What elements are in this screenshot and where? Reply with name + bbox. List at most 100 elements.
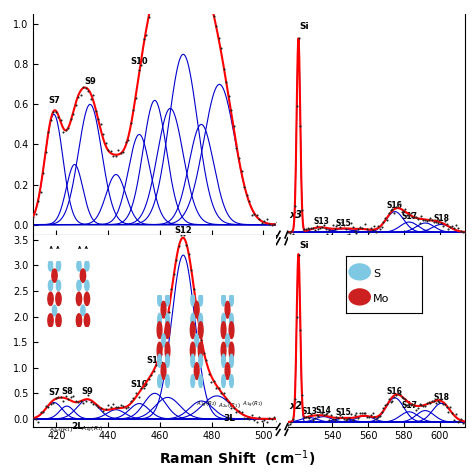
Circle shape [165,322,170,338]
Text: Mo: Mo [374,293,390,304]
Circle shape [165,342,170,359]
Circle shape [76,292,82,306]
Text: S10: S10 [130,57,148,66]
Text: x3: x3 [290,210,302,220]
Circle shape [229,375,233,388]
Text: S7: S7 [48,96,60,105]
Text: S10: S10 [130,380,148,389]
Circle shape [52,269,57,283]
Text: S11: S11 [146,356,164,365]
Text: S12: S12 [174,226,192,235]
Circle shape [194,363,199,379]
Text: S18: S18 [433,215,449,223]
Circle shape [221,322,226,338]
Circle shape [158,293,162,306]
Circle shape [222,375,226,388]
Circle shape [199,293,202,306]
Circle shape [84,314,90,327]
Circle shape [157,342,162,359]
Circle shape [198,322,203,338]
Text: S16: S16 [387,387,403,396]
Circle shape [165,354,169,367]
Circle shape [199,354,202,367]
Circle shape [53,305,56,316]
Circle shape [48,292,53,306]
Circle shape [222,354,226,367]
Circle shape [158,354,162,367]
Circle shape [158,313,162,327]
Circle shape [229,354,233,367]
Circle shape [56,260,61,271]
Text: $A_{2u}(IR_1)$: $A_{2u}(IR_1)$ [49,425,74,434]
Text: S14: S14 [316,406,331,415]
Circle shape [161,363,166,379]
Circle shape [226,334,229,347]
Circle shape [199,375,202,388]
Circle shape [165,375,169,388]
Text: S9: S9 [82,387,93,396]
Circle shape [191,313,195,327]
Text: S13: S13 [301,407,317,416]
Circle shape [225,363,230,379]
Circle shape [191,375,195,388]
Text: $A_{1g}(R_1)$: $A_{1g}(R_1)$ [242,400,264,410]
Circle shape [157,322,162,338]
Text: S15: S15 [335,219,351,228]
Circle shape [76,314,82,327]
Text: S9: S9 [84,77,96,86]
Circle shape [84,292,90,306]
Circle shape [191,293,195,306]
Text: S17: S17 [401,211,417,220]
Circle shape [48,260,53,271]
Circle shape [56,292,61,306]
Text: S: S [374,269,381,279]
Circle shape [165,313,169,327]
Circle shape [81,305,85,316]
Circle shape [349,289,370,305]
Text: 2L: 2L [71,422,83,431]
Text: S16: S16 [387,201,403,210]
Circle shape [229,293,233,306]
Text: S15: S15 [335,408,351,417]
Circle shape [199,313,202,327]
Text: S8: S8 [61,386,73,395]
Circle shape [165,293,169,306]
Circle shape [191,354,195,367]
Text: S17: S17 [401,401,417,410]
Circle shape [77,280,81,291]
Circle shape [191,342,195,359]
Circle shape [77,260,81,271]
Circle shape [195,334,199,347]
Text: $A_{1g}(R_1)$: $A_{1g}(R_1)$ [82,425,104,435]
Circle shape [198,342,203,359]
Circle shape [222,293,226,306]
Text: 3L: 3L [224,414,236,423]
Text: $A_{1g}(R_2)$: $A_{1g}(R_2)$ [196,400,217,410]
Circle shape [48,314,53,327]
Circle shape [191,322,195,338]
Text: x2: x2 [290,401,302,411]
Circle shape [229,342,234,359]
Text: S13: S13 [314,217,329,226]
Circle shape [48,280,53,291]
Text: S18: S18 [433,392,449,401]
Circle shape [222,313,226,327]
Circle shape [229,313,233,327]
Circle shape [194,301,199,318]
Circle shape [161,301,166,318]
Text: Si: Si [299,22,309,31]
Circle shape [158,375,162,388]
Circle shape [56,280,61,291]
Text: S7: S7 [48,388,60,397]
Circle shape [56,314,61,327]
Circle shape [85,280,89,291]
Text: $A_{2u}(IR_1)$: $A_{2u}(IR_1)$ [219,401,241,410]
Text: Si: Si [299,241,309,250]
Circle shape [225,301,230,318]
Circle shape [80,269,86,283]
Circle shape [162,334,165,347]
Circle shape [349,264,370,280]
Text: Raman Shift  (cm$^{-1}$): Raman Shift (cm$^{-1}$) [159,449,315,469]
Circle shape [85,260,89,271]
Circle shape [229,322,234,338]
